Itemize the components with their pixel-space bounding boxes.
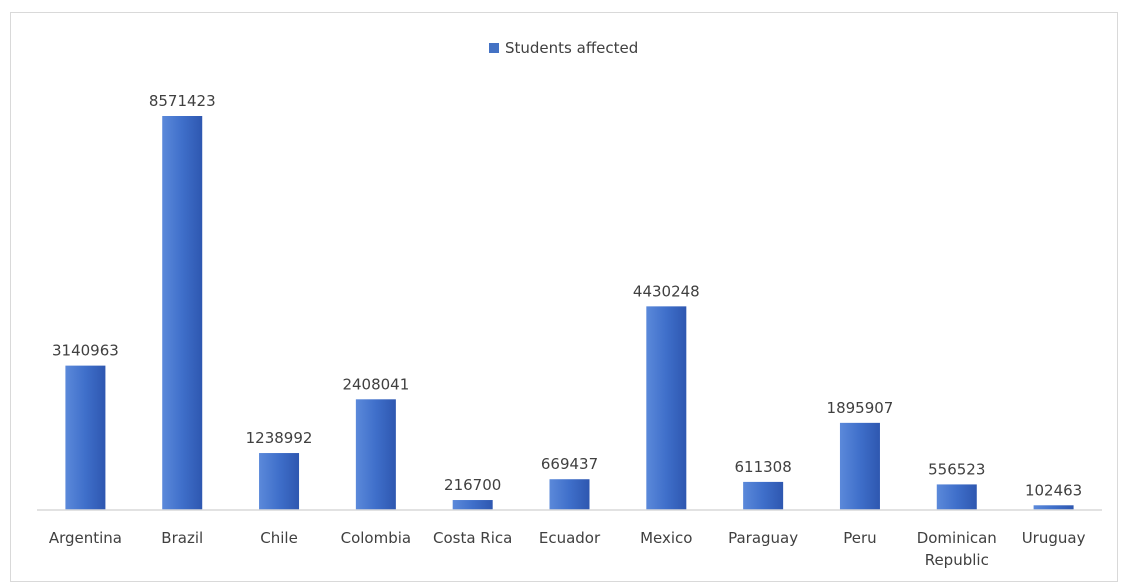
data-label: 102463 [1025,481,1082,499]
data-label: 3140963 [52,342,119,360]
data-label: 669437 [541,455,598,473]
legend: Students affected [489,39,638,57]
data-label: 2408041 [342,375,409,393]
bars-group [65,116,1074,510]
bar [936,484,977,510]
bar [743,481,784,510]
x-tick-label: Argentina [49,529,122,547]
x-tick-label: Mexico [640,529,692,547]
x-tick-labels-group: Argentina Brazil Chile Colombia Costa Rica Ec… [49,529,1086,569]
data-label: 8571423 [149,92,216,110]
data-label: 4430248 [633,282,700,300]
x-tick-label: Brazil [161,529,203,547]
data-label: 556523 [928,460,985,478]
bar [1033,505,1074,510]
x-tick-label: Republic [925,551,989,569]
x-tick-label: Peru [843,529,876,547]
x-tick-label: Chile [260,529,298,547]
x-tick-label: Dominican [917,529,997,547]
bar [549,479,590,510]
data-label: 1895907 [827,399,894,417]
bar [452,500,493,510]
bar [355,399,396,510]
x-tick-label: Uruguay [1022,529,1086,547]
x-tick-label: Ecuador [539,529,601,547]
legend-swatch [489,43,499,53]
x-tick-label: Colombia [341,529,412,547]
bar [259,453,300,510]
bar [162,116,203,510]
bar [839,422,880,510]
data-label: 1238992 [246,429,313,447]
data-label: 216700 [444,476,501,494]
x-tick-label: Costa Rica [433,529,512,547]
data-label: 611308 [735,458,792,476]
bar [646,306,687,510]
legend-label: Students affected [505,39,638,57]
data-labels-group: 3140963 8571423 1238992 2408041 216700 669437… [52,92,1082,499]
bar [65,365,106,510]
x-tick-label: Paraguay [728,529,798,547]
